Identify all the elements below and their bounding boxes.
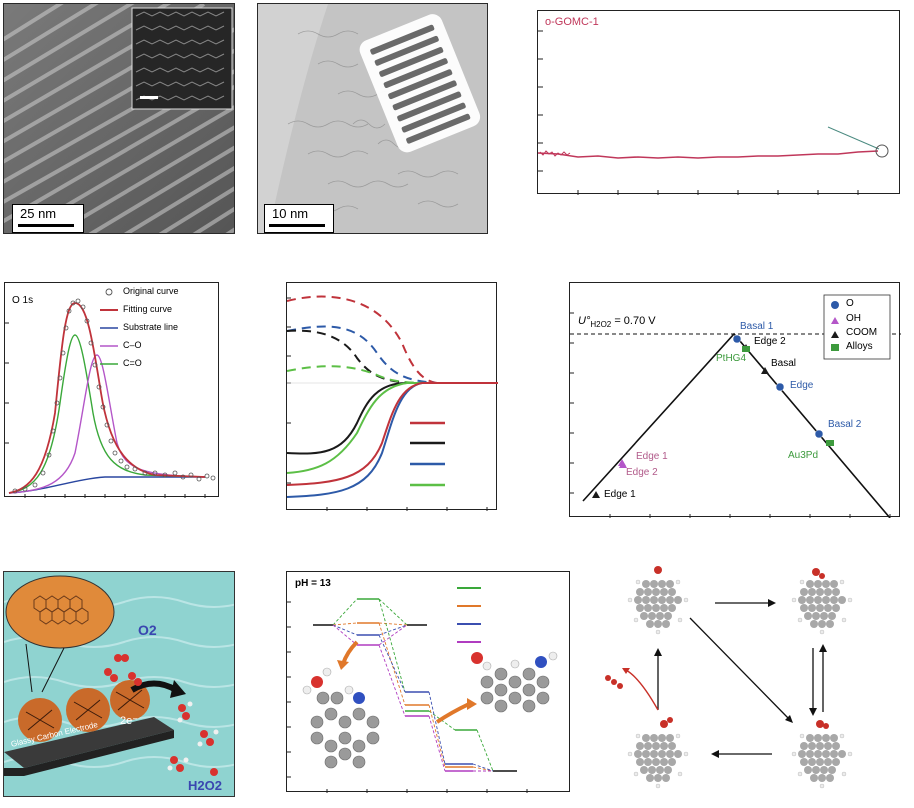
legend-o: O bbox=[846, 298, 854, 309]
u-label: U°H2O2 = 0.70 V bbox=[578, 315, 656, 329]
u-value: = 0.70 V bbox=[614, 315, 656, 327]
tem-stripes-graphic bbox=[4, 4, 234, 233]
point-basal2: Basal 2 bbox=[828, 419, 862, 430]
u-subscript: H2O2 bbox=[590, 320, 612, 330]
sample-label: o-GOMC-1 bbox=[545, 16, 599, 28]
legend-original: Original curve bbox=[123, 286, 179, 296]
legend-oh: OH bbox=[846, 313, 861, 324]
lsv-plot bbox=[286, 282, 498, 511]
volcano-plot-svg bbox=[570, 294, 901, 518]
point-edge1-oh: Edge 1 bbox=[636, 451, 668, 462]
scale-bar-line bbox=[269, 224, 325, 227]
xps-plot-svg bbox=[5, 288, 216, 498]
electrode-schematic-svg bbox=[4, 575, 234, 776]
scale-bar-line bbox=[18, 224, 74, 227]
legend-c-double-o: C=O bbox=[123, 358, 142, 368]
point-edge1-coom: Edge 1 bbox=[604, 489, 636, 500]
peak-label: O 1s bbox=[12, 295, 34, 306]
point-au3pd: Au3Pd bbox=[788, 450, 819, 461]
scale-bar-label: 10 nm bbox=[272, 206, 309, 221]
u-symbol: U° bbox=[578, 315, 591, 327]
tem-image-graphene: 10 nm bbox=[257, 3, 488, 234]
point-basal1: Basal 1 bbox=[740, 321, 774, 332]
mo-diagram-svg bbox=[287, 587, 558, 793]
legend-alloys: Alloys bbox=[846, 341, 873, 352]
scale-bar-box bbox=[264, 204, 334, 233]
legend-substrate: Substrate line bbox=[123, 322, 179, 332]
stability-plot-svg bbox=[538, 30, 889, 195]
lsv-plot-svg bbox=[287, 295, 498, 511]
h2o2-label: H2O2 bbox=[188, 778, 222, 793]
point-pthg4: PtHG4 bbox=[716, 353, 747, 364]
electrode-schematic: O2 2e⁻ Glassy Carbon Electrode H2O2 bbox=[3, 571, 235, 797]
scale-bar-label: 25 nm bbox=[20, 206, 57, 221]
o2-label: O2 bbox=[138, 622, 157, 638]
point-edge2: Edge 2 bbox=[754, 336, 786, 347]
point-edge2-oh: Edge 2 bbox=[626, 467, 658, 478]
legend-c-o: C–O bbox=[123, 340, 142, 350]
volcano-plot: U°H2O2 = 0.70 V O OH COOM Alloys Basal 1… bbox=[569, 282, 901, 518]
legend-coom: COOM bbox=[846, 327, 878, 338]
reaction-cycle-svg bbox=[605, 566, 853, 789]
tem-graphene-graphic bbox=[258, 4, 487, 233]
legend-fitting: Fitting curve bbox=[123, 304, 173, 314]
ph-label: pH = 13 bbox=[295, 578, 331, 589]
reaction-cycle bbox=[600, 560, 900, 800]
point-basal: Basal bbox=[771, 358, 797, 369]
xps-plot: O 1s Original curve Fitting curve Substr… bbox=[4, 282, 219, 498]
electrons-label: 2e⁻ bbox=[120, 715, 139, 727]
mo-diagram: pH = 13 bbox=[286, 571, 570, 793]
point-edge: Edge bbox=[790, 380, 814, 391]
stability-plot: o-GOMC-1 bbox=[537, 10, 900, 195]
tem-image-mesoporous: 25 nm bbox=[3, 3, 235, 234]
scale-bar-box bbox=[12, 204, 84, 233]
